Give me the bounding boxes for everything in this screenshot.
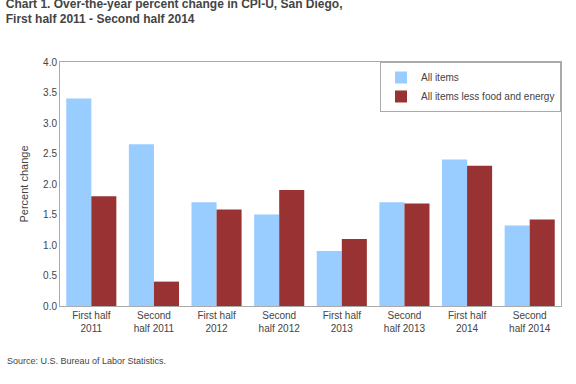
svg-text:Percent change: Percent change [18,145,30,222]
svg-text:3.5: 3.5 [43,87,57,98]
svg-text:0.0: 0.0 [43,301,57,312]
svg-text:All items: All items [421,72,459,83]
svg-text:All items less food and energy: All items less food and energy [421,91,554,102]
svg-text:2.0: 2.0 [43,179,57,190]
svg-text:3.0: 3.0 [43,118,57,129]
svg-text:2.5: 2.5 [43,148,57,159]
svg-text:Secondhalf 2011: Secondhalf 2011 [134,310,175,334]
svg-text:First half2012: First half2012 [197,310,236,334]
svg-text:Chart 1. Over-the-year percent: Chart 1. Over-the-year percent change in… [6,0,343,26]
svg-text:0.5: 0.5 [43,270,57,281]
svg-text:Secondhalf 2014: Secondhalf 2014 [509,310,551,334]
svg-text:First half2013: First half2013 [323,310,362,334]
svg-text:1.0: 1.0 [43,240,57,251]
svg-text:Secondhalf 2012: Secondhalf 2012 [259,310,301,334]
svg-text:First half2011: First half2011 [72,310,111,334]
svg-text:Source: U.S. Bureau of Labor S: Source: U.S. Bureau of Labor Statistics. [7,356,166,366]
svg-text:1.5: 1.5 [43,209,57,220]
svg-text:4.0: 4.0 [43,57,57,68]
svg-text:First half2014: First half2014 [448,310,487,334]
svg-text:Secondhalf 2013: Secondhalf 2013 [384,310,426,334]
